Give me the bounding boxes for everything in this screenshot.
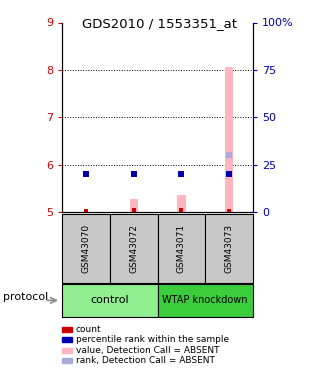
Text: count: count	[76, 325, 101, 334]
Text: GDS2010 / 1553351_at: GDS2010 / 1553351_at	[83, 17, 237, 30]
Text: value, Detection Call = ABSENT: value, Detection Call = ABSENT	[76, 346, 219, 355]
Bar	[225, 68, 233, 212]
Text: GSM43073: GSM43073	[225, 224, 234, 273]
Text: GSM43072: GSM43072	[129, 224, 138, 273]
Text: protocol: protocol	[3, 292, 48, 302]
Text: WTAP knockdown: WTAP knockdown	[163, 296, 248, 305]
Bar	[177, 195, 186, 212]
Text: percentile rank within the sample: percentile rank within the sample	[76, 335, 229, 344]
Text: rank, Detection Call = ABSENT: rank, Detection Call = ABSENT	[76, 356, 215, 365]
Text: GSM43070: GSM43070	[82, 224, 91, 273]
Bar	[130, 199, 138, 212]
Text: control: control	[91, 296, 129, 305]
Text: GSM43071: GSM43071	[177, 224, 186, 273]
